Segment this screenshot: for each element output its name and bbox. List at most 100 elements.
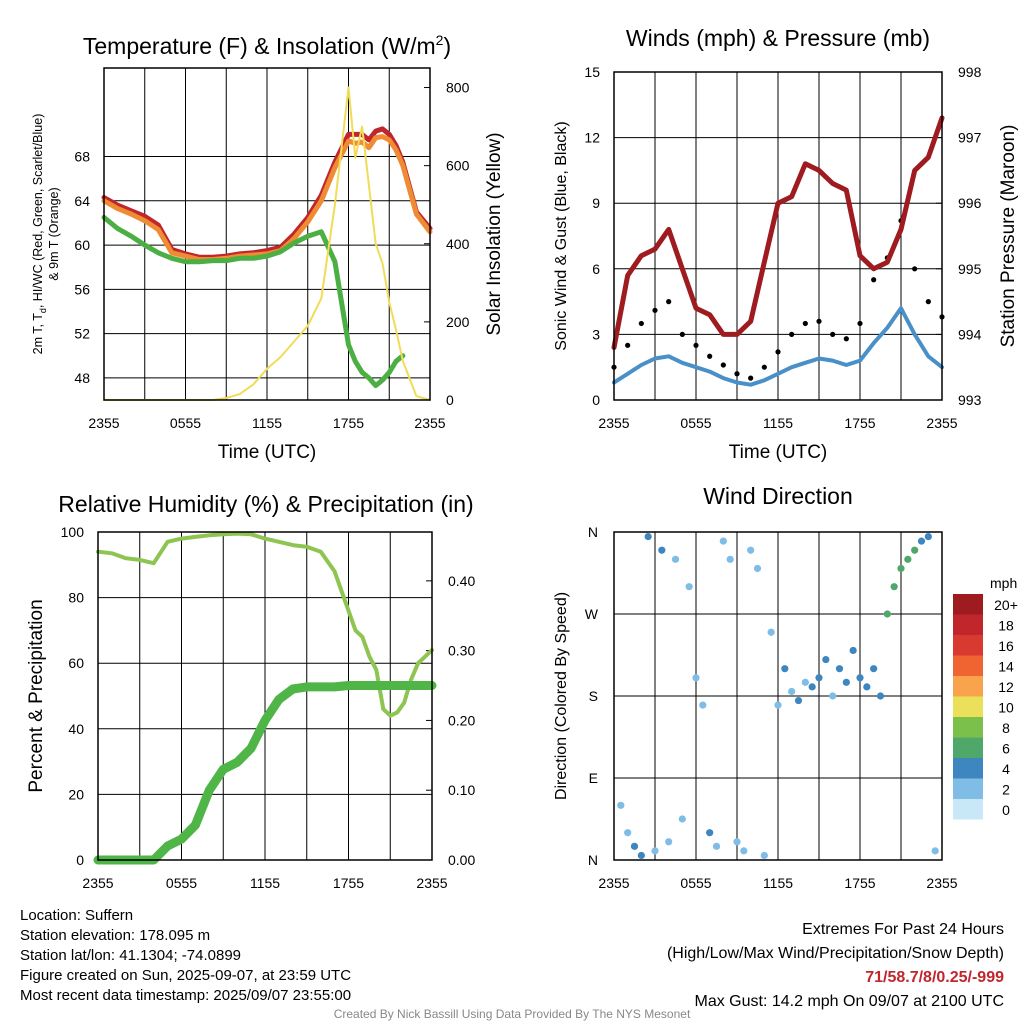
rh-ytick-label: 100	[61, 524, 85, 540]
dir-point	[842, 678, 850, 686]
rh-humidity-line	[96, 531, 434, 718]
dir-point	[617, 801, 625, 809]
wind-ytick-label: 12	[584, 130, 600, 146]
wind-speed-line	[612, 306, 944, 387]
dir-point	[931, 847, 939, 855]
wind-xlabel: Time (UTC)	[729, 442, 828, 463]
wind-y2tick-label: 996	[958, 195, 982, 211]
rh-ytick-label: 20	[68, 786, 84, 802]
dir-point	[870, 665, 878, 673]
dir-point	[651, 847, 659, 855]
wind-gust-point	[679, 331, 685, 337]
wind-xtick-label: 2355	[926, 415, 957, 431]
legend-label: 18	[998, 618, 1014, 634]
dir-ytick-label: E	[589, 770, 598, 786]
dir-point	[699, 701, 707, 709]
rh-ylabel: Percent & Precipitation	[26, 599, 47, 792]
rh-title: Relative Humidity (%) & Precipitation (i…	[58, 491, 473, 517]
dir-point	[706, 829, 714, 837]
wind-gust-point	[816, 318, 822, 324]
dir-xtick-label: 1755	[844, 875, 875, 891]
figure-created: Figure created on Sun, 2025-09-07, at 23…	[20, 967, 352, 984]
dir-point	[624, 829, 632, 837]
wind-ytick-label: 15	[584, 64, 600, 80]
station-elevation: Station elevation: 178.095 m	[20, 927, 211, 944]
temp-ytick-label: 48	[74, 370, 90, 386]
wind-gust-point	[830, 331, 836, 337]
legend-swatch	[953, 635, 983, 656]
wind-y2tick-label: 994	[958, 326, 982, 342]
dir-title: Wind Direction	[703, 483, 853, 509]
temp-ytick-label: 64	[74, 193, 90, 209]
wind-gust-point	[748, 375, 754, 381]
wind-y2tick-label: 995	[958, 261, 982, 277]
dir-point	[808, 683, 816, 691]
rh-ytick-label: 60	[68, 655, 84, 671]
temperature-chart: 2355 0555 1155 1755 2355 48 52 56 60 64 68 0 200 400 6…	[31, 32, 505, 463]
wind-ytick-label: 9	[592, 195, 600, 211]
wind-gust-point	[925, 299, 931, 305]
dir-point	[835, 665, 844, 673]
dir-point	[712, 842, 721, 850]
extremes-block: Extremes For Past 24 Hours (High/Low/Max…	[667, 918, 1004, 1014]
legend-unit: mph	[990, 575, 1017, 591]
wind-ylabel: Sonic Wind & Gust (Blue, Black)	[553, 121, 570, 350]
dir-point	[897, 564, 905, 573]
rh-precip-line	[93, 681, 437, 865]
dir-ytick-label: S	[589, 688, 598, 704]
dir-xtick-label: 2355	[598, 875, 629, 891]
legend-label: 8	[1002, 720, 1010, 736]
temp-y2tick-label: 0	[446, 392, 454, 408]
dir-point	[740, 847, 748, 855]
dir-point	[665, 838, 673, 846]
max-gust: Max Gust: 14.2 mph On 09/07 at 2100 UTC	[694, 993, 1005, 1010]
dir-point	[911, 546, 919, 554]
wind-xtick-label: 2355	[598, 415, 629, 431]
rh-xtick-label: 1155	[250, 875, 280, 891]
rh-ytick-label: 40	[68, 721, 84, 737]
temp-ylabel-b: , HI/WC (Red, Green, Scarlet/Blue)	[31, 114, 45, 309]
wind-gust-point	[761, 364, 767, 370]
wind-ytick-label: 0	[592, 392, 600, 408]
wind-gust-point	[912, 266, 918, 272]
rh-ytick-label: 80	[68, 590, 84, 606]
wind-title: Winds (mph) & Pressure (mb)	[626, 25, 930, 51]
wind-y2tick-label: 997	[958, 130, 982, 146]
legend-label: 14	[998, 659, 1014, 675]
dir-ytick-label: W	[585, 606, 599, 622]
legend-swatch	[953, 614, 983, 635]
wind-gust-point	[843, 336, 849, 342]
legend-label: 2	[1002, 782, 1010, 798]
wind-gust-point	[734, 371, 740, 377]
dir-ytick-label: N	[588, 852, 598, 868]
extremes-title: Extremes For Past 24 Hours	[802, 921, 1004, 938]
dir-xtick-label: 2355	[926, 875, 957, 891]
dir-point	[829, 692, 837, 700]
extremes-values: 71/58.7/8/0.25/-999	[865, 969, 1004, 986]
dir-point	[890, 583, 898, 591]
wind-xtick-label: 1755	[844, 415, 875, 431]
legend-swatch	[953, 737, 983, 758]
winds-pressure-chart: 2355 0555 1155 1755 2355 0 3 6 9 12 15 993 994 995 996…	[553, 25, 1019, 463]
wind-gust-point	[693, 342, 699, 348]
rh-y2tick-label: 0.40	[448, 573, 475, 589]
legend-swatch	[953, 778, 983, 799]
rh-xtick-label: 0555	[166, 875, 197, 891]
rh-y2tick-label: 0.20	[448, 712, 475, 728]
legend-swatch	[953, 655, 983, 676]
wind-ytick-label: 3	[592, 326, 600, 342]
rh-y2tick-label: 0.30	[448, 643, 475, 659]
temp-ytick-label: 52	[74, 326, 90, 342]
wind-xtick-label: 1155	[763, 415, 793, 431]
legend-swatch	[953, 799, 983, 820]
station-latlon: Station lat/lon: 41.1304; -74.0899	[20, 947, 242, 964]
dir-point	[883, 610, 891, 618]
rh-ytick-label: 0	[76, 852, 84, 868]
station-info: Location: Suffern Station elevation: 178…	[20, 906, 351, 1006]
temp-y2tick-label: 600	[446, 158, 470, 174]
dir-point	[747, 546, 755, 554]
credit-line: Created By Nick Bassill Using Data Provi…	[333, 1007, 691, 1021]
dir-point	[774, 701, 782, 709]
dir-point	[876, 692, 885, 700]
temp-ytick-label: 68	[74, 149, 90, 165]
